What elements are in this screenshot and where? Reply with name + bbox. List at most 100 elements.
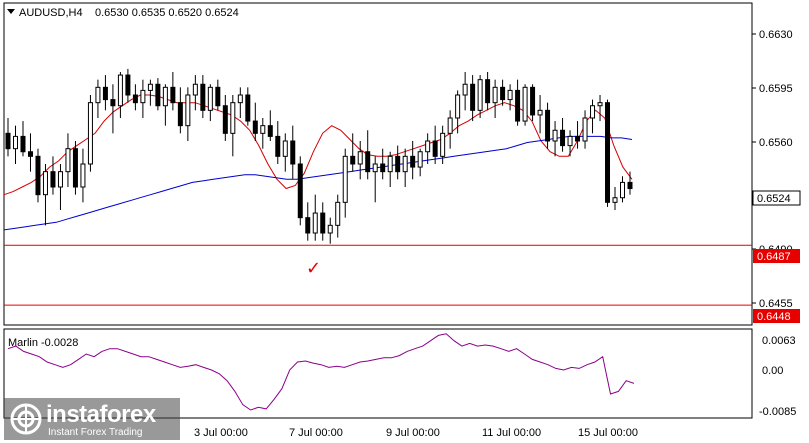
candle-body [410,155,416,168]
candle-body [147,83,153,91]
candle-body [335,201,341,226]
candle-body [290,140,296,165]
candle-body [560,129,566,147]
candle-body [207,86,213,111]
candle-body [447,117,453,134]
candle-body [245,94,251,122]
candle-body [605,102,611,203]
time-label: 15 Jul 00:00 [578,427,638,439]
ohlc-readout: 0.6530 0.6535 0.6520 0.6524 [95,7,239,19]
candle-body [395,155,401,173]
candle-body [252,120,258,134]
candle-body [545,109,551,142]
symbol-label: AUDUSD,H4 [19,7,83,19]
candle-body [87,102,93,165]
candle-body [575,135,581,142]
candle-body [170,86,176,104]
price-tick: 0.6595 [759,83,793,95]
candle-body [425,140,431,153]
candle-body [567,135,573,147]
ma-slow-line [3,135,633,231]
time-label: 3 Jul 00:00 [194,427,248,439]
candle-body [132,94,138,104]
candle-body [492,86,498,104]
candle-body [372,163,378,173]
candle-body [357,151,363,165]
candle-body [297,163,303,219]
candle-body [200,83,206,111]
candle-body [162,86,168,107]
candle-body [222,105,228,134]
time-label: 11 Jul 00:00 [482,427,541,439]
price-tick: 0.6630 [759,29,793,41]
candle-body [440,132,446,157]
candle-body [500,86,506,101]
candle-body [537,109,543,116]
candle-body [477,79,483,111]
candle-body [387,155,393,173]
candle-body [215,86,221,107]
time-label: 7 Jul 00:00 [289,427,343,439]
marlin-line [7,333,635,411]
candle-body [350,155,356,165]
current-price-label: 0.6524 [757,193,791,205]
candle-body [612,197,618,203]
candle-body [35,155,41,196]
price-tick: 0.6455 [759,298,793,310]
candle-body [237,94,243,104]
candle-body [380,163,386,173]
candle-body [125,74,131,96]
watermark-subtitle: Instant Forex Trading [48,427,143,438]
candle-body [95,86,101,104]
candle-body [470,83,476,111]
candle-body [327,224,333,234]
main-pane-frame [3,2,753,326]
candle-body [530,86,536,116]
level-box [753,249,800,263]
indicator-label: Marlin -0.0028 [8,337,78,349]
candle-body [515,89,521,122]
candle-body [282,140,288,157]
current-price-box [752,190,801,206]
time-label: 9 Jul 00:00 [386,427,440,439]
candle-body [417,151,423,168]
candle-body [65,148,71,173]
candle-body [72,148,78,188]
candle-body [462,83,468,96]
triangle-down-icon[interactable] [7,9,15,14]
level-label: 0.6448 [757,311,791,323]
check-mark-annotation: ✓ [306,258,321,279]
candle-body [20,135,26,153]
candle-body [432,140,438,157]
candle-body [455,94,461,119]
watermark-logo: instaforex Instant Forex Trading [4,398,180,440]
candle-body [485,79,491,104]
candle-body [12,135,18,150]
candle-body [80,163,86,188]
level-box [753,309,800,323]
candle-body [155,83,161,107]
indicator-tick: -0.0085 [759,406,796,418]
instaforex-logo-icon [10,403,42,435]
candle-body [402,155,408,173]
candle-body [620,181,626,199]
candle-body [312,212,318,234]
candle-body [552,129,558,142]
candle-body [627,181,633,190]
candle-body [27,151,33,157]
candle-body [305,217,311,234]
candle-body [50,171,56,188]
candle-body [5,132,11,150]
watermark-title: instaforex [46,401,156,428]
indicator-tick: 0.00 [762,365,783,377]
candle-body [102,86,108,101]
candle-body [177,102,183,127]
candle-body [522,86,528,122]
candle-body [267,125,273,137]
candle-body [192,83,198,96]
candle-body [582,117,588,142]
candle-body [342,155,348,203]
candle-body [57,171,63,188]
level-label: 0.6487 [757,251,791,263]
